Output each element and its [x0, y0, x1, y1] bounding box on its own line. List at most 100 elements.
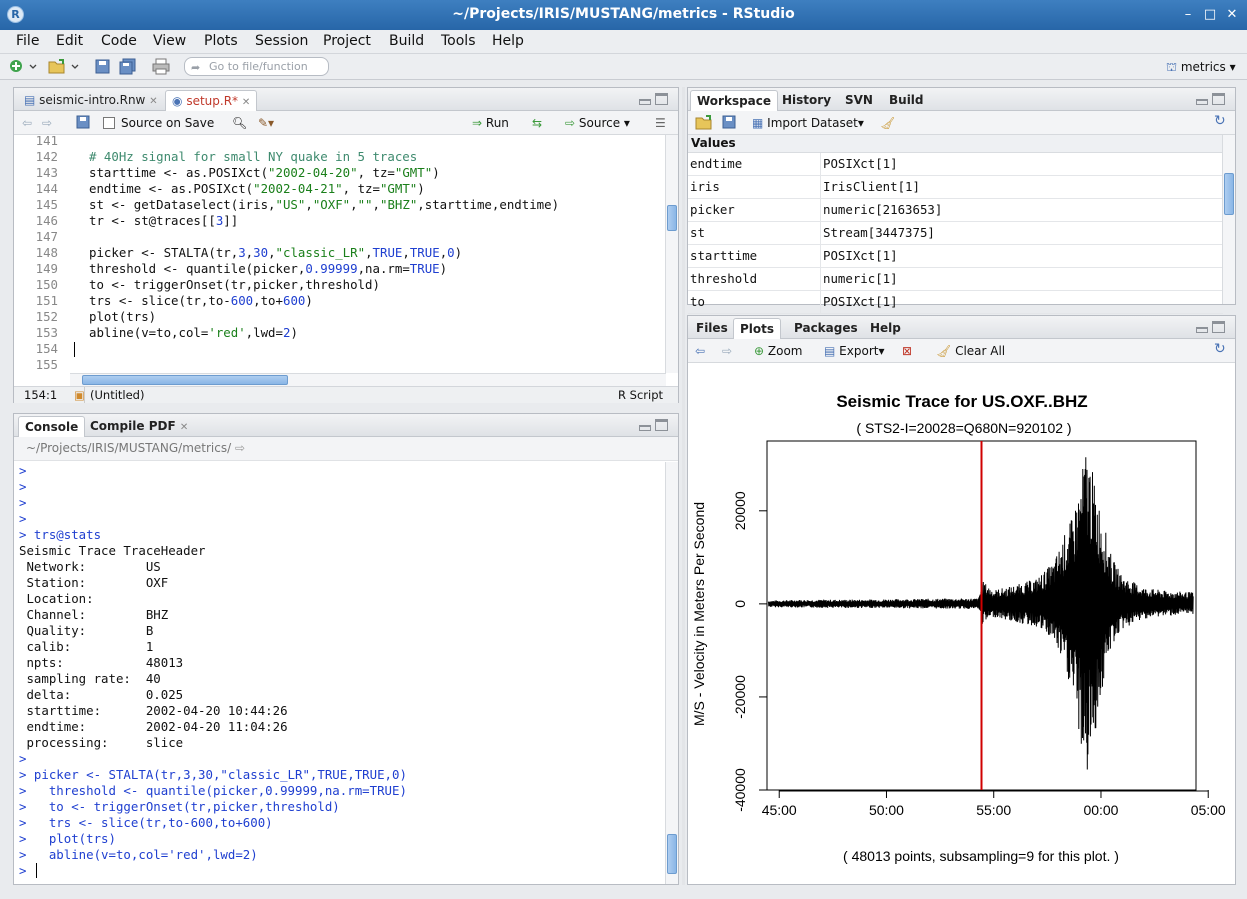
source-button[interactable]: ⇨ Source ▾ [565, 116, 630, 130]
menu-edit[interactable]: Edit [56, 33, 84, 49]
find-icon[interactable]: 🔍︎ [232, 116, 248, 130]
tab-build[interactable]: Build [889, 93, 924, 107]
variable-name: to [690, 294, 705, 309]
pane-minmax-controls[interactable] [1196, 321, 1226, 335]
workspace-row[interactable]: endtime POSIXct[1] [688, 153, 1223, 176]
tab-help[interactable]: Help [870, 321, 901, 335]
save-icon[interactable] [76, 115, 90, 129]
pane-minmax-controls[interactable] [639, 419, 669, 433]
tab-plots[interactable]: Plots [733, 318, 782, 339]
console-vertical-scrollbar[interactable] [665, 462, 678, 884]
menu-view[interactable]: View [153, 33, 187, 49]
workspace-row[interactable]: iris IrisClient[1] [688, 176, 1223, 199]
console-line: endtime: 2002-04-20 11:04:26 [19, 719, 288, 734]
refresh-icon[interactable]: ↻ [1214, 113, 1226, 129]
tab-svn[interactable]: SVN [845, 93, 873, 107]
menu-tools[interactable]: Tools [441, 33, 476, 49]
export-icon: ▤ [824, 344, 836, 358]
tab-files[interactable]: Files [696, 321, 728, 335]
rerun-icon[interactable]: ⇆ [532, 116, 543, 130]
project-menu[interactable]: ⛫ metrics ▾ [1166, 58, 1236, 76]
workspace-tabbar: Workspace History SVN Build [688, 88, 1235, 111]
editor-statusbar: 154:1 ▣ (Untitled) R Script [14, 386, 678, 403]
rstudio-app-icon[interactable]: R [7, 6, 24, 23]
menu-bar: File Edit Code View Plots Session Projec… [0, 30, 1247, 54]
save-icon[interactable] [94, 58, 112, 75]
tab-workspace[interactable]: Workspace [690, 90, 779, 111]
export-label: Export [839, 344, 879, 358]
console-line: > [19, 751, 27, 766]
y-tick-label: -20000 [732, 675, 748, 719]
menu-project[interactable]: Project [323, 33, 371, 49]
menu-help[interactable]: Help [492, 33, 524, 49]
close-tab-icon[interactable]: ✕ [149, 96, 158, 107]
close-window-button[interactable]: ✕ [1226, 7, 1238, 22]
chevron-down-icon[interactable] [70, 58, 80, 75]
magic-wand-icon[interactable]: ✎▾ [258, 116, 275, 130]
zoom-label: Zoom [767, 344, 803, 358]
go-to-file-input[interactable]: ➦ Go to file/function [184, 57, 329, 76]
menu-plots[interactable]: Plots [204, 33, 238, 49]
run-button[interactable]: ⇒ Run [472, 115, 509, 131]
tab-history[interactable]: History [782, 93, 832, 107]
scope-selector[interactable]: (Untitled) [90, 388, 145, 402]
pane-minmax-controls[interactable] [639, 93, 669, 107]
tab-label: Compile PDF [90, 419, 176, 433]
next-plot-arrow-icon[interactable]: ⇨ [722, 344, 733, 358]
minimize-window-button[interactable]: – [1184, 7, 1192, 22]
line-number: 154 [35, 341, 58, 356]
clear-workspace-broom-icon[interactable]: 🧹︎ [880, 116, 896, 130]
workspace-vertical-scrollbar[interactable] [1222, 135, 1235, 304]
maximize-window-button[interactable]: □ [1203, 7, 1217, 22]
remove-plot-icon[interactable]: ⊠ [902, 344, 913, 358]
workspace-row[interactable]: st Stream[3447375] [688, 222, 1223, 245]
tab-setup-r[interactable]: ◉ setup.R* ✕ [165, 90, 258, 111]
forward-arrow-icon[interactable]: ⇨ [42, 116, 53, 130]
workspace-row[interactable]: to POSIXct[1] [688, 291, 1223, 314]
new-file-icon[interactable] [8, 58, 26, 75]
line-number: 153 [35, 325, 58, 340]
file-type-selector[interactable]: R Script [618, 388, 664, 402]
line-number: 148 [35, 245, 58, 260]
code-editor[interactable]: 141 142 # 40Hz signal for small NY quake i… [14, 135, 666, 373]
chevron-down-icon[interactable] [28, 58, 38, 75]
close-tab-icon[interactable]: ✕ [241, 97, 251, 108]
menu-build[interactable]: Build [389, 33, 425, 49]
tab-packages[interactable]: Packages [794, 321, 858, 335]
previous-plot-arrow-icon[interactable]: ⇦ [695, 344, 706, 358]
vertical-pane-splitter[interactable] [682, 87, 685, 885]
rnw-file-icon: ▤ [24, 93, 36, 107]
source-on-save-checkbox[interactable] [103, 117, 115, 129]
print-icon[interactable] [152, 58, 170, 75]
y-tick-label: 0 [732, 600, 748, 608]
load-workspace-icon[interactable] [695, 115, 713, 130]
editor-vertical-scrollbar[interactable] [665, 135, 678, 373]
workspace-row[interactable]: threshold numeric[1] [688, 268, 1223, 291]
plots-toolbar: ⇦ ⇨ ⊕ Zoom ▤ Export▾ ⊠ 🧹︎ Clear All ↻ [688, 339, 1235, 363]
open-folder-icon[interactable] [48, 58, 66, 75]
close-tab-icon[interactable]: ✕ [179, 422, 189, 433]
tab-console[interactable]: Console [18, 416, 86, 437]
line-number: 145 [35, 197, 58, 212]
code-line: 144 endtime <- as.POSIXct("2002-04-21", t… [14, 181, 666, 197]
export-button[interactable]: ▤ Export▾ [824, 344, 885, 358]
menu-file[interactable]: File [16, 33, 40, 49]
save-workspace-icon[interactable] [722, 115, 736, 129]
clear-all-button[interactable]: 🧹︎ Clear All [936, 343, 1005, 359]
workspace-row[interactable]: starttime POSIXct[1] [688, 245, 1223, 268]
menu-session[interactable]: Session [255, 33, 309, 49]
pane-minmax-controls[interactable] [1196, 93, 1226, 107]
outline-icon[interactable]: ☰ [655, 116, 666, 130]
workspace-row[interactable]: picker numeric[2163653] [688, 199, 1223, 222]
console-output[interactable]: > > > > > trs@stats Seismic Trace TraceHeader… [14, 462, 666, 884]
menu-code[interactable]: Code [101, 33, 137, 49]
go-to-directory-icon[interactable]: ⇨ [234, 441, 246, 455]
tab-seismic-intro[interactable]: ▤ seismic-intro.Rnw ✕ [18, 90, 164, 111]
tab-compile-pdf[interactable]: Compile PDF ✕ [84, 416, 194, 437]
back-arrow-icon[interactable]: ⇦ [22, 116, 33, 130]
import-dataset-button[interactable]: ▦ Import Dataset▾ [752, 116, 864, 130]
refresh-icon[interactable]: ↻ [1214, 341, 1226, 357]
editor-horizontal-scrollbar[interactable] [70, 373, 666, 386]
save-all-icon[interactable] [119, 58, 137, 75]
zoom-button[interactable]: ⊕ Zoom [754, 343, 802, 359]
